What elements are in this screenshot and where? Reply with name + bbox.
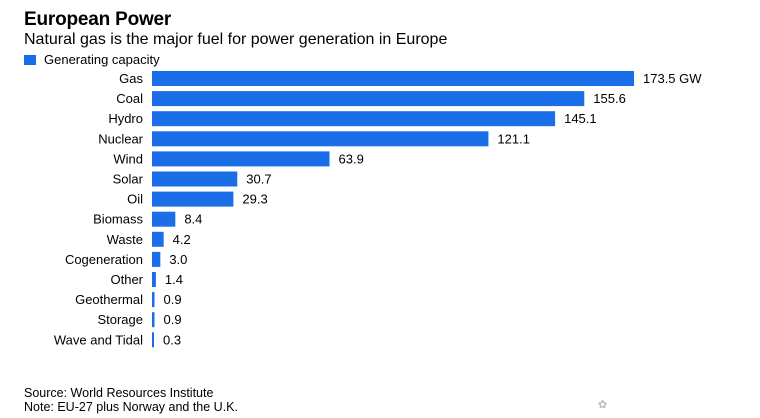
bar (152, 251, 161, 267)
category-label: Nuclear (98, 131, 143, 146)
category-label: Cogeneration (65, 252, 143, 267)
bar (152, 312, 155, 328)
bar (152, 231, 164, 247)
category-label: Wave and Tidal (54, 332, 143, 347)
watermark-icon: ✿ (598, 399, 608, 411)
category-label: Wind (113, 151, 143, 166)
bar (152, 111, 556, 127)
value-label: 63.9 (339, 151, 364, 166)
source-note: Source: World Resources Institute (24, 386, 214, 400)
bar (152, 332, 154, 348)
category-label: Other (110, 272, 143, 287)
value-label: 4.2 (173, 232, 191, 247)
value-label: 30.7 (246, 172, 271, 187)
chart-title: European Power (24, 9, 172, 30)
category-label: Coal (116, 91, 143, 106)
bar (152, 171, 238, 187)
bar (152, 211, 176, 227)
category-label: Gas (119, 71, 143, 86)
value-label: 155.6 (593, 91, 626, 106)
bar-chart: Gas 173.5 GW Coal 155.6 Hydro 145.1 Nuclear 121… (54, 71, 702, 348)
value-label: 0.3 (163, 332, 181, 347)
bar (152, 292, 155, 308)
bar (152, 91, 585, 107)
category-label: Oil (127, 192, 143, 207)
chart-subtitle: Natural gas is the major fuel for power … (24, 31, 448, 48)
value-label: 121.1 (497, 131, 530, 146)
category-label: Waste (107, 232, 143, 247)
bar (152, 131, 489, 147)
bar (152, 71, 634, 86)
legend-swatch (24, 54, 36, 65)
value-label: 29.3 (242, 192, 267, 207)
value-label: 173.5 GW (643, 71, 702, 86)
value-label: 145.1 (564, 111, 597, 126)
legend: Generating capacity (24, 52, 160, 67)
value-label: 0.9 (164, 312, 182, 327)
value-label: 8.4 (184, 212, 202, 227)
bar (152, 191, 234, 207)
category-label: Geothermal (75, 292, 143, 307)
category-label: Solar (113, 172, 144, 187)
value-label: 3.0 (169, 252, 187, 267)
value-label: 0.9 (164, 292, 182, 307)
value-label: 1.4 (165, 272, 183, 287)
category-label: Biomass (93, 212, 143, 227)
category-label: Hydro (108, 111, 143, 126)
bar (152, 151, 330, 167)
footnote: Note: EU-27 plus Norway and the U.K. (24, 400, 238, 414)
category-label: Storage (97, 312, 143, 327)
legend-label: Generating capacity (44, 52, 160, 67)
bar (152, 272, 156, 287)
